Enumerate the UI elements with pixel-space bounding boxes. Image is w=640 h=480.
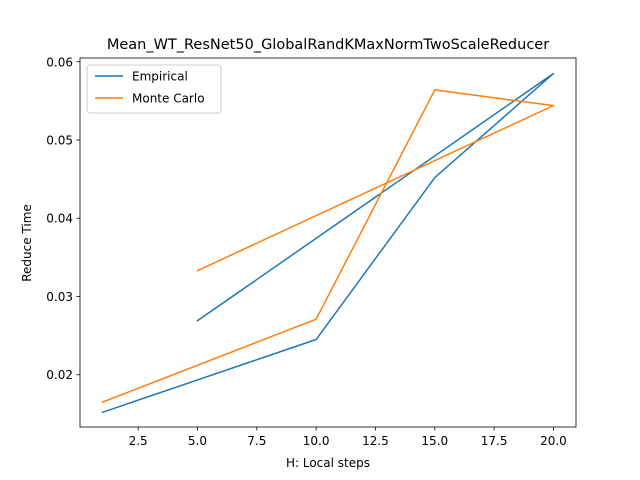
axes-frame <box>79 57 577 428</box>
x-tick-label: 17.5 <box>481 434 508 448</box>
y-tick-label: 0.06 <box>46 55 73 69</box>
x-tick-label: 7.5 <box>247 434 266 448</box>
x-tick-label: 10.0 <box>303 434 330 448</box>
legend-label: Empirical <box>132 70 188 84</box>
y-tick-label: 0.05 <box>46 134 73 148</box>
y-axis-label: Reduce Time <box>20 204 34 282</box>
series-line-monte-carlo <box>101 89 555 404</box>
legend-box <box>86 64 222 114</box>
y-tick-label: 0.04 <box>46 212 73 226</box>
x-tick-label: 12.5 <box>362 434 389 448</box>
y-tick-label: 0.02 <box>46 368 73 382</box>
legend-label: Monte Carlo <box>132 92 205 106</box>
plot-area: 2.5 5.0 7.5 10.0 12.5 15.0 17.5 20.0 0.02 0.03 0.0… <box>46 55 577 448</box>
y-tick-label: 0.03 <box>46 290 73 304</box>
x-tick-label: 2.5 <box>129 434 148 448</box>
x-tick-label: 20.0 <box>540 434 567 448</box>
x-axis-label: H: Local steps <box>286 456 370 470</box>
series-line-empirical <box>101 72 555 414</box>
chart-title: Mean_WT_ResNet50_GlobalRandKMaxNormTwoSc… <box>107 37 549 53</box>
x-tick-label: 15.0 <box>421 434 448 448</box>
x-tick-label: 5.0 <box>188 434 207 448</box>
